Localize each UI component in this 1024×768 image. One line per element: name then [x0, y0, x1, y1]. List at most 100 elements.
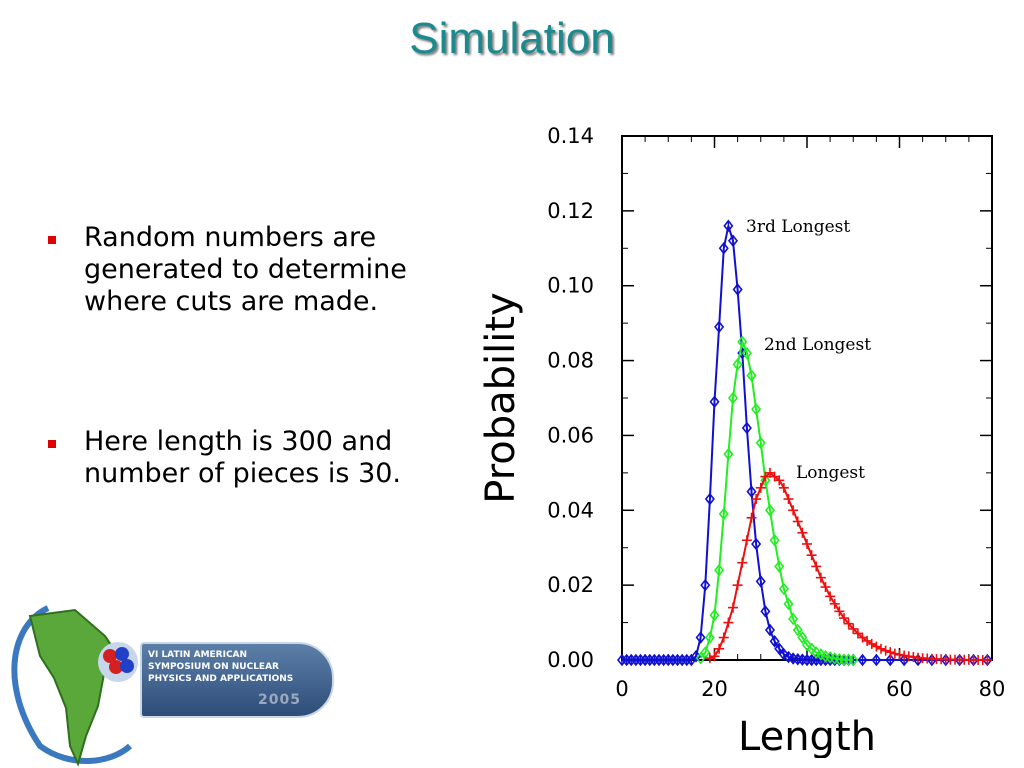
marker-shape — [774, 560, 785, 573]
data-point — [723, 447, 734, 461]
data-point — [760, 605, 771, 618]
data-point — [741, 346, 752, 360]
bullet-text: Here length is 300 and number of pieces … — [84, 426, 402, 489]
data-point — [889, 648, 900, 659]
data-point — [871, 653, 882, 667]
marker-shape — [788, 612, 799, 626]
data-point — [723, 617, 734, 628]
data-point — [792, 516, 803, 527]
data-point — [820, 582, 831, 593]
marker-shape — [732, 283, 743, 296]
data-point — [843, 618, 854, 629]
data-point — [774, 475, 785, 486]
data-point — [764, 623, 776, 637]
x-tick-label: 20 — [701, 677, 728, 701]
x-tick-label: 60 — [886, 677, 913, 701]
data-point — [723, 219, 734, 233]
data-point — [732, 580, 743, 591]
data-point — [769, 533, 780, 547]
slide-title: Simulation — [409, 14, 615, 63]
probability-length-chart: 0.00 0.02 0.04 0.06 0.08 0.10 0.12 0.14 0 20 40 60 8… — [478, 124, 1005, 758]
data-point — [704, 492, 715, 506]
marker-shape — [755, 436, 766, 450]
data-point — [732, 283, 743, 296]
data-point — [774, 560, 785, 573]
data-point — [778, 582, 789, 596]
data-point — [746, 485, 757, 498]
y-tick-label: 0.14 — [547, 124, 594, 148]
data-point — [709, 395, 720, 409]
marker-shape — [769, 533, 780, 547]
data-point — [755, 482, 766, 493]
marker-shape — [704, 631, 715, 644]
data-point — [829, 598, 840, 609]
data-point — [982, 655, 993, 665]
data-point — [704, 653, 715, 664]
data-point — [695, 631, 706, 644]
data-point — [714, 643, 725, 654]
y-tick-label: 0.10 — [547, 274, 594, 298]
marker-shape — [718, 507, 729, 521]
x-tick-label: 40 — [794, 677, 821, 701]
data-point — [746, 512, 757, 523]
marker-shape — [709, 608, 720, 622]
logo-text-line: PHYSICS AND APPLICATIONS — [148, 674, 294, 684]
data-point — [714, 320, 725, 334]
data-point — [801, 638, 813, 652]
data-point — [834, 606, 845, 617]
data-point — [718, 507, 729, 521]
data-point — [815, 572, 826, 583]
marker-shape — [764, 504, 776, 517]
marker-shape — [792, 623, 803, 637]
y-axis-label: Probability — [478, 292, 524, 503]
series-label-longest: Longest — [796, 463, 865, 483]
data-point — [755, 436, 766, 450]
marker-shape — [760, 474, 771, 487]
data-point — [797, 527, 808, 538]
data-point — [764, 504, 776, 517]
data-point — [769, 635, 780, 648]
series-label-2nd-longest: 2nd Longest — [764, 335, 871, 355]
series-lines — [616, 219, 993, 667]
data-point — [718, 242, 729, 255]
series-line-2nd-longest — [699, 338, 854, 661]
data-point — [751, 537, 762, 551]
marker-shape — [695, 651, 706, 665]
series-line-3rd-longest — [622, 225, 988, 661]
data-point — [797, 631, 808, 644]
data-point — [839, 613, 849, 624]
data-point — [876, 643, 886, 654]
data-point — [714, 563, 725, 577]
data-point — [778, 648, 789, 661]
y-tick-label: 0.12 — [547, 199, 594, 223]
data-point — [792, 623, 803, 637]
data-point — [783, 494, 794, 505]
marker-shape — [723, 219, 734, 233]
marker-shape — [727, 391, 739, 405]
square-bullet-icon — [48, 236, 56, 244]
logo-text-line: VI LATIN AMERICAN — [148, 650, 248, 660]
data-point — [728, 602, 738, 613]
data-point — [709, 651, 720, 662]
marker-shape — [848, 653, 859, 667]
square-bullet-icon — [48, 440, 56, 448]
bullet-item: Here length is 300 and number of pieces … — [44, 426, 474, 490]
data-point — [737, 335, 748, 349]
data-point — [704, 631, 715, 644]
data-point — [885, 647, 896, 658]
data-point — [848, 623, 859, 634]
marker-shape — [741, 346, 752, 360]
data-point — [709, 608, 720, 622]
data-point — [755, 575, 766, 588]
y-tick-label: 0.00 — [547, 648, 594, 672]
logo-text-line: SYMPOSIUM ON NUCLEAR — [148, 662, 279, 672]
data-point — [727, 391, 739, 405]
data-point — [732, 358, 743, 371]
marker-shape — [737, 335, 748, 349]
data-point — [857, 653, 868, 667]
data-point — [871, 641, 882, 652]
data-point — [806, 550, 817, 561]
data-point — [848, 653, 859, 667]
data-point — [811, 561, 822, 572]
axis-ticks: 0.00 0.02 0.04 0.06 0.08 0.10 0.12 0.14 0 20 40 60 8… — [547, 124, 1005, 701]
